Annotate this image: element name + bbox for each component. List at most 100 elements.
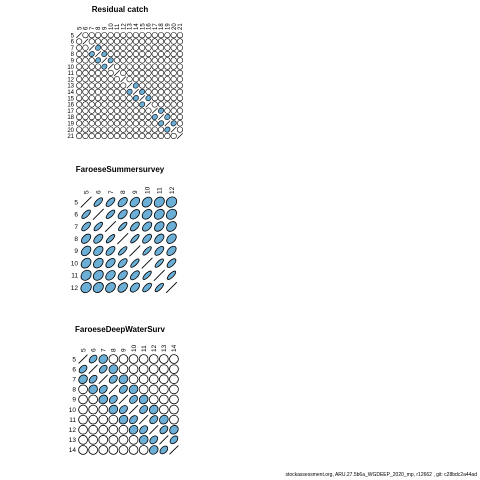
corr-ellipse (139, 32, 146, 39)
row-label: 6 (71, 40, 75, 46)
corr-ellipse (130, 234, 140, 244)
corr-ellipse (132, 50, 139, 58)
corr-ellipse (78, 364, 88, 374)
corr-ellipse (101, 63, 108, 70)
corr-ellipse (170, 82, 177, 89)
corr-ellipse (126, 95, 133, 102)
corr-ellipse (88, 107, 95, 114)
row-label: 9 (71, 58, 75, 64)
corr-ellipse (169, 364, 179, 374)
corr-ellipse (151, 57, 158, 64)
corr-ellipse (159, 364, 169, 374)
diagonal-mark (158, 114, 165, 121)
corr-ellipse (88, 132, 95, 140)
diagonal-mark (88, 364, 98, 374)
corr-ellipse (82, 76, 89, 83)
corr-ellipse (164, 114, 171, 121)
corr-ellipse (164, 57, 171, 64)
corr-ellipse (157, 101, 165, 108)
corr-ellipse (113, 32, 121, 39)
corr-ellipse (151, 82, 158, 89)
corr-ellipse (76, 88, 83, 95)
col-label: 13 (128, 23, 134, 30)
corr-ellipse (76, 95, 83, 102)
corr-ellipse (108, 395, 118, 404)
corr-ellipse (145, 88, 152, 95)
corr-ellipse (132, 82, 139, 89)
corr-ellipse (154, 246, 165, 256)
diagonal-mark (176, 132, 183, 139)
row-label: 12 (69, 427, 77, 434)
corr-ellipse (169, 404, 179, 415)
col-label: 9 (121, 348, 128, 352)
col-label: 9 (132, 190, 139, 194)
corr-ellipse (154, 258, 164, 268)
corr-ellipse (118, 374, 129, 385)
corr-ellipse (166, 270, 177, 280)
corr-ellipse (126, 32, 133, 39)
corr-ellipse (78, 384, 88, 395)
corr-ellipse (82, 107, 89, 114)
corr-ellipse (105, 270, 116, 281)
corr-ellipse (164, 88, 171, 95)
corr-ellipse (107, 50, 114, 58)
corr-ellipse (170, 38, 177, 45)
corr-ellipse (139, 69, 146, 77)
col-label: 8 (120, 190, 127, 194)
corr-ellipse (98, 404, 109, 415)
corr-ellipse (101, 88, 108, 95)
corr-ellipse (82, 63, 89, 70)
corr-ellipse (94, 88, 102, 95)
corr-ellipse (157, 44, 165, 51)
corr-ellipse (120, 101, 127, 108)
corr-ellipse (78, 414, 88, 425)
corr-ellipse (82, 126, 89, 133)
corr-ellipse (94, 95, 102, 102)
corr-panel-2: FaroeseSummersurvey 5 6 7 8 9 10 11 12 5 6 7 8 9 10 11 1… (71, 165, 178, 294)
col-label: 5 (83, 190, 90, 194)
row-label: 5 (74, 199, 78, 206)
corr-ellipse (164, 132, 171, 140)
corr-ellipse (157, 88, 165, 95)
col-label: 7 (101, 348, 108, 352)
corr-ellipse (118, 246, 128, 256)
corr-ellipse (139, 113, 146, 121)
panel-title: FaroeseSummersurvey (76, 165, 165, 174)
corr-ellipse (120, 50, 127, 58)
row-label: 7 (72, 377, 76, 384)
corr-ellipse (82, 69, 89, 77)
corr-ellipse (120, 132, 127, 140)
corr-ellipse (82, 132, 89, 140)
corr-ellipse (176, 50, 184, 58)
corr-ellipse (159, 445, 169, 455)
corr-ellipse (126, 126, 133, 133)
corr-ellipse (94, 107, 102, 114)
corr-ellipse (113, 63, 121, 70)
col-label: 14 (134, 23, 140, 30)
diagonal-mark (164, 120, 171, 127)
corr-ellipse (76, 132, 83, 140)
row-label: 20 (67, 128, 74, 134)
col-label: 6 (90, 348, 97, 352)
corr-ellipse (159, 425, 169, 435)
row-label: 9 (72, 397, 76, 404)
corr-ellipse (139, 63, 146, 70)
diagonal-mark (159, 435, 169, 445)
corr-ellipse (98, 354, 108, 364)
corr-ellipse (132, 32, 139, 39)
corr-ellipse (170, 132, 177, 140)
corr-ellipse (88, 414, 98, 425)
col-label: 11 (115, 23, 121, 30)
corr-ellipse (82, 120, 89, 127)
corr-ellipse (88, 95, 95, 102)
corr-ellipse (170, 69, 177, 77)
row-label: 10 (67, 65, 74, 71)
corr-ellipse (81, 233, 92, 244)
row-label: 8 (74, 236, 78, 243)
corr-ellipse (164, 101, 171, 108)
col-label: 18 (159, 23, 165, 30)
corr-ellipse (132, 38, 139, 45)
corr-ellipse (94, 101, 102, 108)
corr-ellipse (170, 113, 177, 121)
corr-ellipse (117, 209, 128, 220)
